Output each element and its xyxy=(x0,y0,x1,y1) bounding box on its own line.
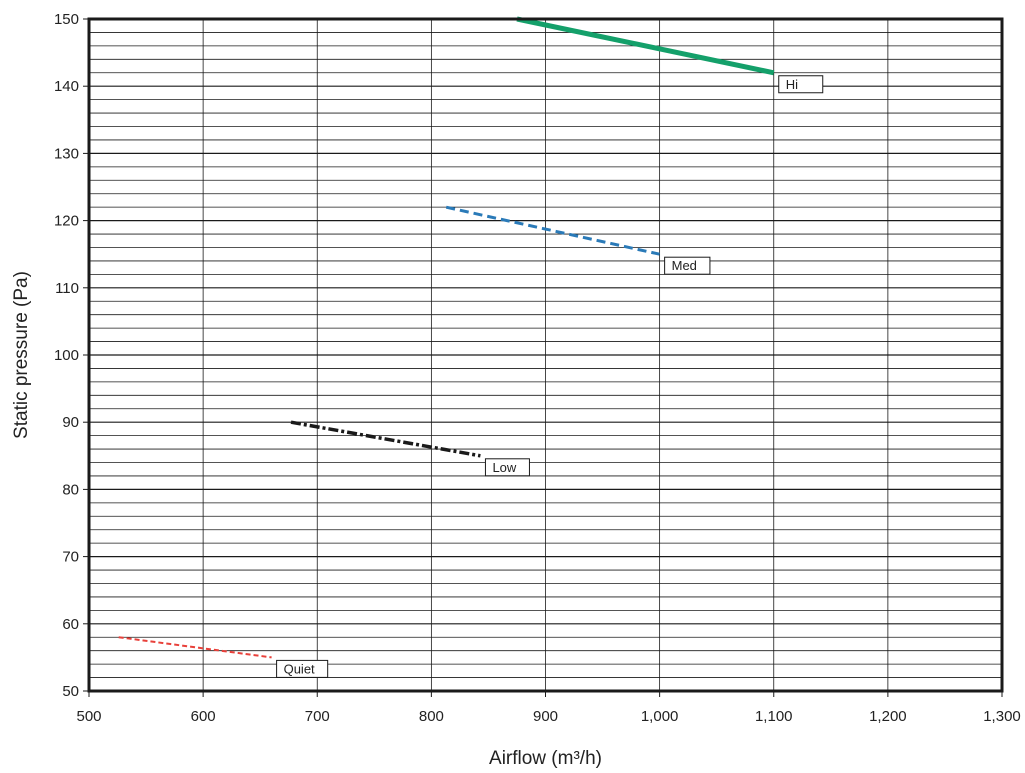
series-label-text: Med xyxy=(672,258,697,273)
y-axis-title: Static pressure (Pa) xyxy=(11,271,32,439)
series-lines xyxy=(118,16,775,659)
grid xyxy=(88,18,1003,692)
series-label-box xyxy=(664,256,711,275)
series-line-med xyxy=(445,205,660,256)
y-tick-label: 90 xyxy=(62,414,79,431)
series-label-box xyxy=(778,75,824,94)
x-tick-label: 1,000 xyxy=(641,708,679,725)
x-tick-label: 600 xyxy=(191,708,216,725)
y-tick-label: 100 xyxy=(54,347,79,364)
series-line-hi xyxy=(516,16,775,76)
series-label-quiet: Quiet xyxy=(276,659,329,678)
x-tick-label: 1,100 xyxy=(755,708,793,725)
x-tick-label: 1,300 xyxy=(983,708,1021,725)
series-line-quiet xyxy=(118,636,272,659)
tick-labels: 500 600 700 800 900 1,000 1,100 1,200 1,300 50 60 7… xyxy=(54,11,1021,725)
y-tick-label: 110 xyxy=(55,280,79,297)
series-label-text: Quiet xyxy=(284,661,315,676)
y-tick-label: 140 xyxy=(54,78,79,95)
x-tick-label: 500 xyxy=(76,708,101,725)
y-tick-label: 80 xyxy=(62,481,79,498)
series-label-box xyxy=(276,659,329,678)
series-label-hi: Hi xyxy=(778,75,824,94)
series-label-text: Hi xyxy=(786,77,798,92)
series-label-low: Low xyxy=(484,458,530,477)
series-label-med: Med xyxy=(664,256,711,275)
x-tick-label: 700 xyxy=(305,708,330,725)
series-label-box xyxy=(484,458,530,477)
y-tick-label: 60 xyxy=(62,616,79,633)
x-axis-title: Airflow (m³/h) xyxy=(489,748,602,769)
series-label-text: Low xyxy=(492,460,516,475)
x-tick-label: 900 xyxy=(533,708,558,725)
y-tick-label: 130 xyxy=(54,145,79,162)
y-tick-label: 70 xyxy=(62,549,79,566)
series-labels: Hi Med Low Quiet xyxy=(276,75,824,678)
x-tick-label: 800 xyxy=(419,708,444,725)
y-tick-label: 150 xyxy=(54,11,79,28)
y-tick-label: 50 xyxy=(62,683,79,700)
x-tick-label: 1,200 xyxy=(869,708,907,725)
y-tick-label: 120 xyxy=(54,213,79,230)
series-line-low xyxy=(290,420,481,458)
